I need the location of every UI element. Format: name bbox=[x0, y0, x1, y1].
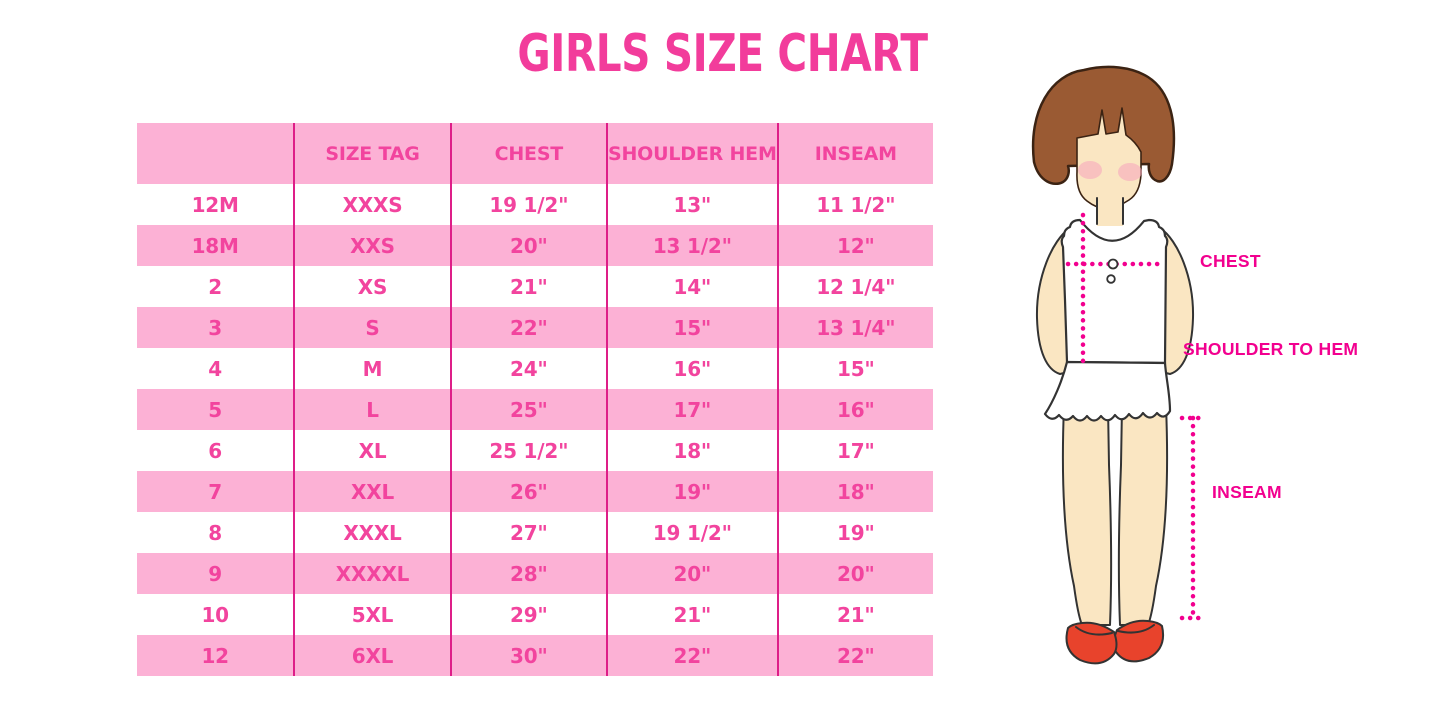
table-cell: 18" bbox=[776, 471, 933, 512]
table-cell: 20" bbox=[776, 553, 933, 594]
table-cell: 25" bbox=[449, 389, 606, 430]
table-cell: 6XL bbox=[293, 635, 450, 676]
table-cell: M bbox=[293, 348, 449, 389]
table-cell: XXL bbox=[293, 471, 450, 512]
table-cell: 21" bbox=[606, 594, 777, 635]
girl-shoe-left bbox=[1065, 621, 1118, 665]
table-cell: 19" bbox=[606, 471, 777, 512]
table-cell: 25 1/2" bbox=[449, 430, 606, 471]
table-cell: 5XL bbox=[293, 594, 449, 635]
column-header-shoulder-hem: SHOULDER HEM bbox=[606, 123, 777, 184]
table-cell: 19" bbox=[776, 512, 933, 553]
inseam-measure-label: INSEAM bbox=[1212, 482, 1282, 502]
girl-shoe-right bbox=[1112, 619, 1165, 663]
table-cell: 11 1/2" bbox=[776, 184, 933, 225]
shoulder-hem-measure-label: SHOULDER TO HEM bbox=[1183, 339, 1359, 359]
table-cell: 18" bbox=[606, 430, 777, 471]
table-cell: S bbox=[293, 307, 450, 348]
page-title: GIRLS SIZE CHART bbox=[517, 24, 928, 84]
table-cell: 30" bbox=[449, 635, 606, 676]
table-cell: 16" bbox=[606, 348, 777, 389]
table-cell: XXXXL bbox=[293, 553, 450, 594]
table-cell: 9 bbox=[137, 553, 294, 594]
table-cell: 6 bbox=[208, 438, 223, 463]
table-cell: 28" bbox=[449, 553, 606, 594]
girl-skirt bbox=[1043, 360, 1172, 422]
table-cell: 22" bbox=[776, 635, 933, 676]
table-cell: 12" bbox=[776, 225, 933, 266]
column-header-size-tag: SIZE TAG bbox=[293, 123, 450, 184]
girl-leg-left bbox=[1061, 405, 1113, 626]
table-cell: 15" bbox=[776, 348, 933, 389]
girl-leg-right bbox=[1117, 405, 1169, 626]
table-cell: 26" bbox=[449, 471, 606, 512]
table-cell: XXS bbox=[293, 225, 450, 266]
table-cell: 13 1/2" bbox=[606, 225, 777, 266]
inseam-dotted-line bbox=[1179, 415, 1207, 621]
column-header-chest: CHEST bbox=[449, 123, 606, 184]
table-cell: 12M bbox=[191, 192, 239, 217]
table-cell: 8 bbox=[208, 520, 223, 545]
table-cell: 13" bbox=[606, 184, 777, 225]
table-cell: 13 1/4" bbox=[776, 307, 933, 348]
table-cell: 14" bbox=[606, 266, 777, 307]
table-cell: 29" bbox=[449, 594, 606, 635]
column-header-inseam: INSEAM bbox=[776, 123, 933, 184]
table-cell: 21" bbox=[449, 266, 606, 307]
blush-left bbox=[1078, 161, 1102, 179]
girl-measurement-illustration bbox=[1031, 65, 1207, 665]
table-cell: 17" bbox=[776, 430, 933, 471]
table-cell: 4 bbox=[208, 356, 223, 381]
girl-neck bbox=[1097, 194, 1123, 226]
top-button-1 bbox=[1107, 258, 1119, 270]
table-cell: 12 1/4" bbox=[776, 266, 933, 307]
table-cell: XXXL bbox=[293, 512, 449, 553]
table-cell: 10 bbox=[201, 602, 229, 627]
table-cell: 16" bbox=[776, 389, 933, 430]
table-cell: 27" bbox=[449, 512, 606, 553]
table-cell: 2 bbox=[208, 274, 223, 299]
table-cell: 22" bbox=[606, 635, 777, 676]
chest-measure-label: CHEST bbox=[1200, 251, 1261, 271]
table-cell: XXXS bbox=[293, 184, 449, 225]
girl-top bbox=[1060, 218, 1169, 365]
table-cell: 3 bbox=[137, 307, 294, 348]
table-cell: 7 bbox=[137, 471, 294, 512]
table-cell: 12 bbox=[137, 635, 294, 676]
blush-right bbox=[1118, 163, 1142, 181]
girls-size-table: SIZE TAG CHEST SHOULDER HEM INSEAM 12M XX… bbox=[137, 123, 933, 676]
girl-figure bbox=[1031, 65, 1195, 665]
table-cell: 24" bbox=[449, 348, 606, 389]
table-cell: 21" bbox=[776, 594, 933, 635]
table-cell: 19 1/2" bbox=[449, 184, 606, 225]
table-cell: 5 bbox=[137, 389, 294, 430]
table-cell: 18M bbox=[137, 225, 294, 266]
girl-face bbox=[1076, 107, 1142, 210]
column-header-blank bbox=[137, 123, 294, 184]
table-cell: L bbox=[293, 389, 450, 430]
table-cell: XL bbox=[293, 430, 449, 471]
table-cell: 20" bbox=[606, 553, 777, 594]
table-cell: XS bbox=[293, 266, 449, 307]
table-cell: 20" bbox=[449, 225, 606, 266]
table-cell: 22" bbox=[449, 307, 606, 348]
top-button-2 bbox=[1106, 274, 1116, 284]
table-cell: 19 1/2" bbox=[606, 512, 777, 553]
table-cell: 15" bbox=[606, 307, 777, 348]
table-cell: 17" bbox=[606, 389, 777, 430]
